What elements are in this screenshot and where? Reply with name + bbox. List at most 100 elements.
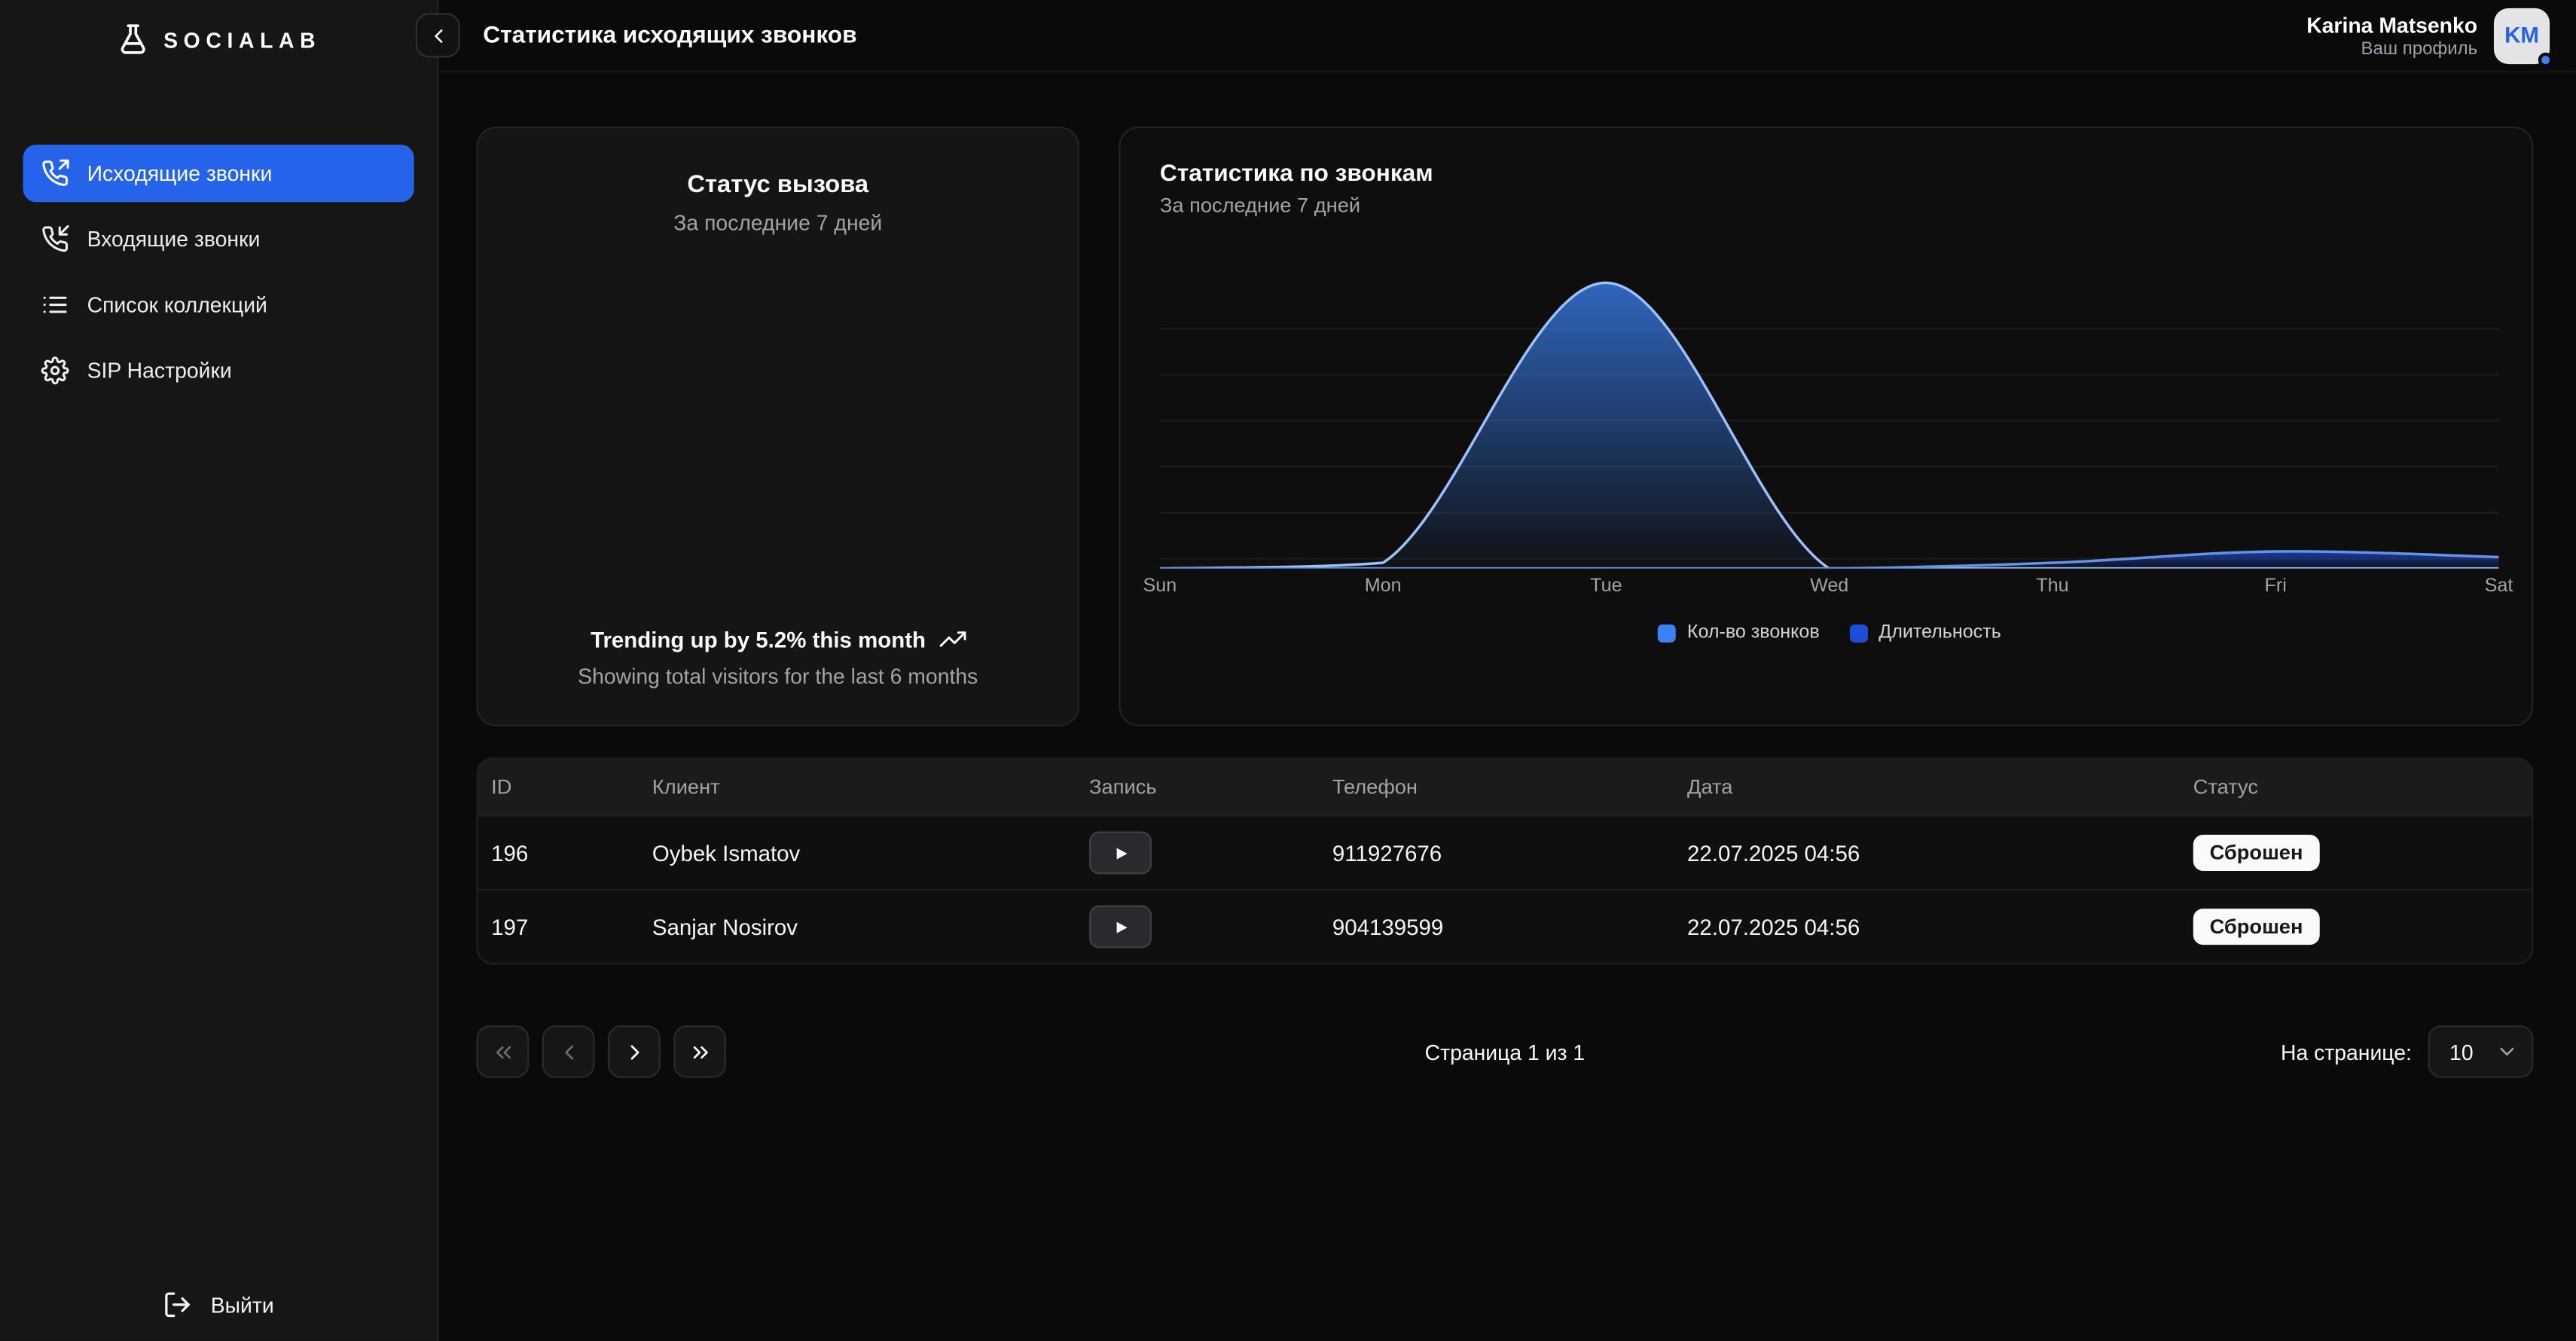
cell-id: 197	[478, 915, 639, 939]
cell-client: Oybek Ismatov	[639, 841, 1076, 866]
sidebar-item-settings[interactable]: SIP Настройки	[23, 342, 414, 399]
cell-status: Сброшен	[2180, 909, 2532, 945]
column-header: Дата	[1674, 775, 2181, 799]
x-axis-label: Fri	[2265, 577, 2287, 597]
calls-chart	[1160, 240, 2499, 568]
status-card-subtitle: За последние 7 дней	[478, 210, 1078, 235]
user-name: Karina Matsenko	[2306, 12, 2477, 37]
legend-item: Кол-во звонков	[1658, 623, 1820, 643]
next-page-button[interactable]	[608, 1025, 661, 1078]
phone-outgoing-icon	[41, 160, 69, 188]
chevron-right-icon	[622, 1040, 647, 1065]
legend-swatch	[1849, 624, 1867, 642]
x-axis-label: Tue	[1590, 577, 1622, 597]
first-page-button[interactable]	[477, 1025, 530, 1078]
sidebar-item-label: Входящие звонки	[87, 227, 261, 252]
play-icon	[1112, 918, 1130, 936]
status-card-footnote: Showing total visitors for the last 6 mo…	[478, 664, 1078, 689]
column-header: Телефон	[1319, 775, 1674, 799]
avatar-initials: KM	[2504, 23, 2539, 48]
column-header: Статус	[2180, 775, 2532, 799]
per-page-select[interactable]: 10	[2428, 1025, 2534, 1078]
status-badge: Сброшен	[2193, 835, 2319, 871]
table-row: 196Oybek Ismatov 91192767622.07.2025 04:5…	[478, 815, 2532, 889]
sidebar-item-label: SIP Настройки	[87, 358, 232, 383]
page-info: Страница 1 из 1	[477, 1040, 2534, 1065]
logout-label: Выйти	[211, 1292, 274, 1317]
chevrons-left-icon	[490, 1040, 515, 1065]
chevron-left-icon	[426, 24, 450, 47]
last-page-button[interactable]	[673, 1025, 726, 1078]
app-window: SOCIALAB Исходящие звонки Входящие звонки…	[0, 0, 2576, 1341]
cell-record	[1076, 906, 1320, 948]
calls-table: IDКлиентЗаписьТелефонДатаСтатус 196Oybek…	[477, 757, 2534, 964]
column-header: Клиент	[639, 775, 1076, 799]
status-card-title: Статус вызова	[478, 171, 1078, 199]
prev-page-button[interactable]	[542, 1025, 595, 1078]
cell-phone: 911927676	[1319, 841, 1674, 866]
online-status-dot	[2538, 52, 2553, 67]
user-subtitle: Ваш профиль	[2306, 38, 2477, 58]
brand: SOCIALAB	[0, 0, 437, 79]
sidebar: SOCIALAB Исходящие звонки Входящие звонки…	[0, 0, 438, 1341]
sidebar-collapse-button[interactable]	[416, 13, 460, 57]
chevron-left-icon	[556, 1040, 581, 1065]
call-status-card: Статус вызова За последние 7 дней Trendi…	[477, 127, 1079, 726]
table-row: 197Sanjar Nosirov 90413959922.07.2025 04:…	[478, 889, 2532, 963]
legend-swatch	[1658, 624, 1676, 642]
sidebar-item-phone-outgoing[interactable]: Исходящие звонки	[23, 145, 414, 202]
flask-icon	[116, 23, 149, 57]
cell-id: 196	[478, 841, 639, 866]
cell-date: 22.07.2025 04:56	[1674, 841, 2181, 866]
sidebar-item-list[interactable]: Список коллекций	[23, 276, 414, 333]
chart-legend: Кол-во звонков Длительность	[1160, 623, 2499, 643]
column-header: Запись	[1076, 775, 1320, 799]
brand-name: SOCIALAB	[163, 27, 321, 52]
sidebar-item-label: Исходящие звонки	[87, 161, 273, 186]
status-badge: Сброшен	[2193, 909, 2319, 945]
chart-subtitle: За последние 7 дней	[1160, 194, 2492, 217]
phone-incoming-icon	[41, 225, 69, 253]
per-page-label: На странице:	[2281, 1040, 2412, 1065]
user-text: Karina Matsenko Ваш профиль	[2306, 12, 2477, 58]
topbar: Статистика исходящих звонков Karina Mats…	[438, 0, 2576, 72]
logout-button[interactable]: Выйти	[0, 1290, 437, 1319]
cell-status: Сброшен	[2180, 835, 2532, 871]
play-button[interactable]	[1089, 832, 1152, 875]
x-axis-label: Sun	[1143, 577, 1177, 597]
cell-phone: 904139599	[1319, 915, 1674, 939]
table-body: 196Oybek Ismatov91192767622.07.2025 04:5…	[478, 815, 2532, 963]
chart-header: Статистика по звонкам За последние 7 дне…	[1121, 128, 2532, 217]
x-axis-label: Wed	[1810, 577, 1848, 597]
x-axis-labels: SunMonTueWedThuFriSat	[1160, 577, 2499, 603]
trending-up-icon	[939, 626, 966, 652]
chart-title: Статистика по звонкам	[1160, 161, 2492, 188]
cell-client: Sanjar Nosirov	[639, 915, 1076, 939]
log-out-icon	[163, 1290, 192, 1319]
status-card-footer: Trending up by 5.2% this month Showing t…	[478, 626, 1078, 689]
page-title: Статистика исходящих звонков	[483, 22, 856, 48]
trend-text: Trending up by 5.2% this month	[591, 627, 926, 652]
table-header: IDКлиентЗаписьТелефонДатаСтатус	[478, 759, 2532, 815]
settings-icon	[41, 356, 69, 384]
per-page-control: На странице: 10	[2281, 1025, 2533, 1078]
per-page-value: 10	[2449, 1040, 2474, 1065]
cell-date: 22.07.2025 04:56	[1674, 915, 2181, 939]
play-button[interactable]	[1089, 906, 1152, 948]
x-axis-label: Mon	[1365, 577, 1402, 597]
cell-record	[1076, 832, 1320, 875]
sidebar-item-phone-incoming[interactable]: Входящие звонки	[23, 210, 414, 267]
play-icon	[1112, 844, 1130, 862]
legend-item: Длительность	[1849, 623, 2001, 643]
pagination: Страница 1 из 1 На странице: 10	[477, 1025, 2534, 1078]
sidebar-item-label: Список коллекций	[87, 292, 267, 317]
avatar[interactable]: KM	[2494, 8, 2550, 63]
sidebar-menu: Исходящие звонки Входящие звонки Список ко…	[0, 145, 437, 399]
calls-chart-card: Статистика по звонкам За последние 7 дне…	[1119, 127, 2533, 726]
x-axis-label: Sat	[2485, 577, 2513, 597]
column-header: ID	[478, 775, 639, 799]
legend-label: Кол-во звонков	[1687, 623, 1820, 643]
x-axis-label: Thu	[2036, 577, 2068, 597]
legend-label: Длительность	[1879, 623, 2001, 643]
list-icon	[41, 291, 69, 319]
